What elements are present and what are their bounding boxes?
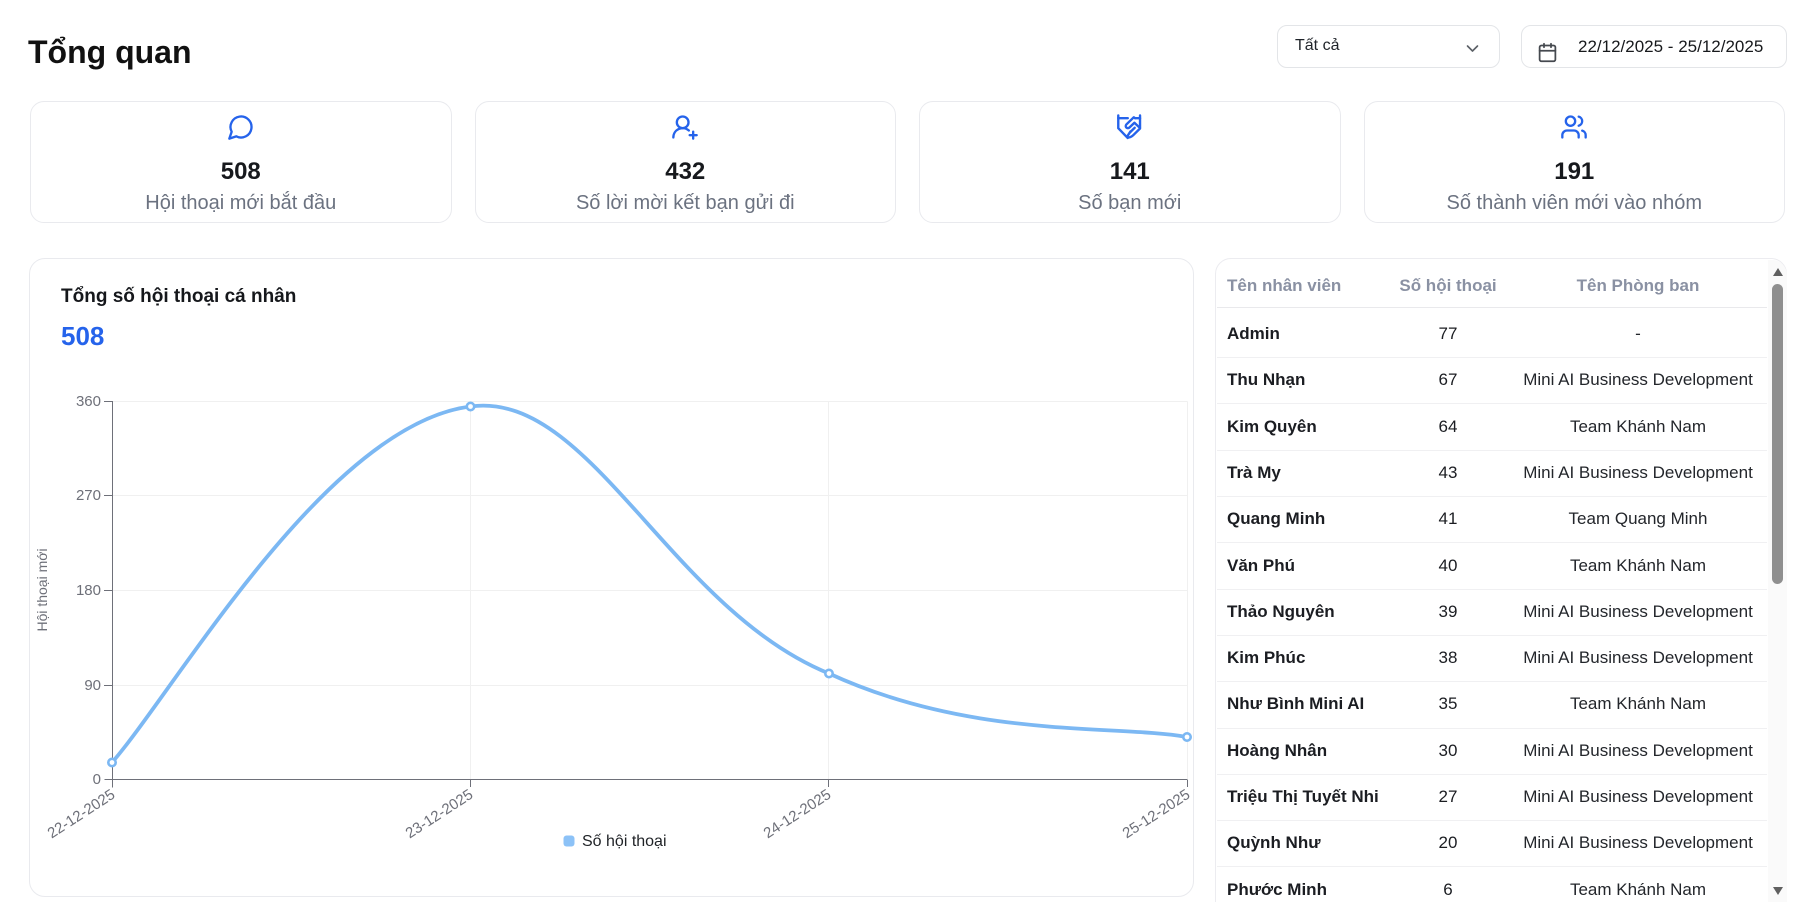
svg-text:0: 0 [93,771,101,788]
svg-text:24-12-2025: 24-12-2025 [761,786,835,842]
svg-text:Số hội thoại: Số hội thoại [582,833,667,850]
svg-text:180: 180 [76,582,101,599]
svg-text:360: 360 [76,393,101,410]
svg-text:270: 270 [76,487,101,504]
svg-text:22-12-2025: 22-12-2025 [45,786,119,842]
svg-text:23-12-2025: 23-12-2025 [403,786,477,842]
svg-text:Hội thoại mới: Hội thoại mới [34,548,50,631]
svg-text:90: 90 [84,677,101,694]
svg-text:25-12-2025: 25-12-2025 [1120,786,1193,842]
